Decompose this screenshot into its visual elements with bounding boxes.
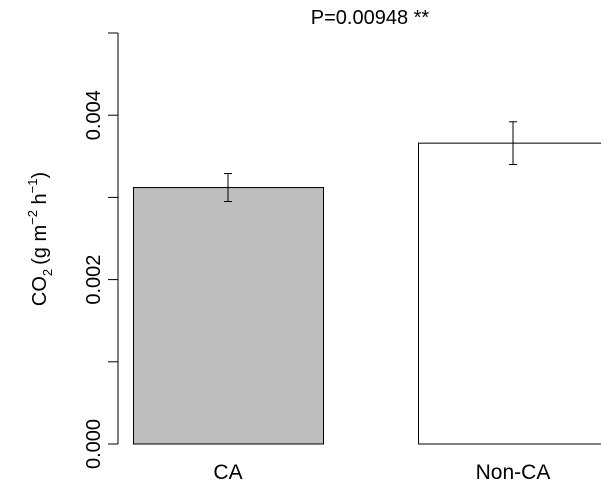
y-axis-label-unit-mid: h	[29, 193, 51, 210]
y-axis-tick-label: 0.000	[83, 419, 105, 469]
y-axis-tick-label: 0.002	[83, 255, 105, 305]
bar-non-ca	[418, 142, 601, 445]
y-axis-label-unit-open: (g m	[29, 225, 51, 265]
y-axis-tick-label: 0.004	[83, 90, 105, 140]
error-bar-series	[224, 121, 517, 203]
y-axis-label-exponent-2: −1	[25, 179, 40, 194]
y-axis-label-exponent-1: −2	[25, 210, 40, 225]
y-axis-label: CO2 (g m−2 h−1)	[25, 172, 55, 306]
y-axis-label-prefix: CO	[29, 276, 51, 306]
svg-text:CO2(g m−2 h−1): CO2 (g m−2 h−1)	[25, 172, 55, 306]
bar-ca	[133, 187, 324, 445]
x-axis-tick-label: Non-CA	[476, 461, 551, 484]
bar-series	[133, 142, 601, 445]
y-axis: 0.000 0.002 0.004	[83, 32, 119, 469]
x-axis-tick-labels: CA Non-CA	[213, 461, 550, 484]
chart-title: P=0.00948 **	[311, 7, 430, 29]
y-axis-label-subscript: 2	[40, 269, 55, 276]
y-axis-label-unit-close: )	[29, 172, 51, 179]
x-axis-tick-label: CA	[213, 461, 242, 484]
